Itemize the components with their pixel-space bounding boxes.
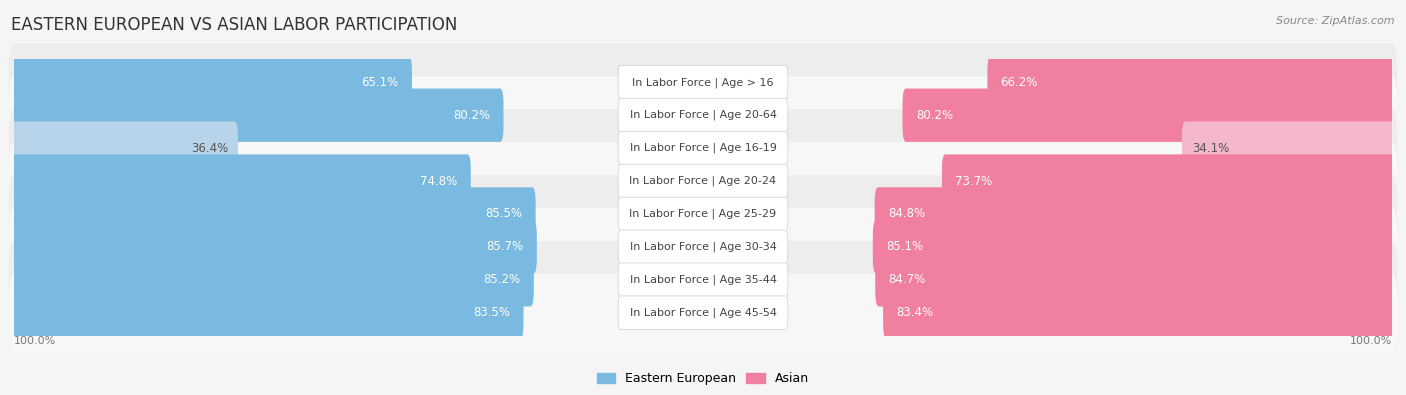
Text: 74.8%: 74.8%	[420, 175, 457, 188]
FancyBboxPatch shape	[11, 121, 238, 175]
FancyBboxPatch shape	[8, 43, 1398, 121]
FancyBboxPatch shape	[11, 154, 471, 208]
FancyBboxPatch shape	[619, 66, 787, 99]
Text: 80.2%: 80.2%	[915, 109, 953, 122]
FancyBboxPatch shape	[11, 220, 537, 273]
Text: 80.2%: 80.2%	[453, 109, 491, 122]
FancyBboxPatch shape	[11, 187, 536, 241]
Text: 84.7%: 84.7%	[889, 273, 925, 286]
Text: In Labor Force | Age 20-24: In Labor Force | Age 20-24	[630, 176, 776, 186]
FancyBboxPatch shape	[903, 88, 1395, 142]
Text: 36.4%: 36.4%	[191, 142, 228, 154]
Text: In Labor Force | Age 45-54: In Labor Force | Age 45-54	[630, 307, 776, 318]
FancyBboxPatch shape	[873, 220, 1395, 273]
Text: 34.1%: 34.1%	[1192, 142, 1229, 154]
FancyBboxPatch shape	[8, 109, 1398, 187]
Text: In Labor Force | Age 20-64: In Labor Force | Age 20-64	[630, 110, 776, 120]
FancyBboxPatch shape	[875, 187, 1395, 241]
FancyBboxPatch shape	[8, 208, 1398, 286]
FancyBboxPatch shape	[8, 76, 1398, 154]
FancyBboxPatch shape	[11, 286, 523, 339]
Text: In Labor Force | Age 30-34: In Labor Force | Age 30-34	[630, 242, 776, 252]
Text: In Labor Force | Age 25-29: In Labor Force | Age 25-29	[630, 209, 776, 219]
Text: 100.0%: 100.0%	[1350, 336, 1392, 346]
FancyBboxPatch shape	[619, 197, 787, 231]
FancyBboxPatch shape	[1182, 121, 1395, 175]
Text: 85.7%: 85.7%	[486, 241, 523, 253]
Text: 83.4%: 83.4%	[897, 306, 934, 319]
Text: In Labor Force | Age > 16: In Labor Force | Age > 16	[633, 77, 773, 88]
Text: EASTERN EUROPEAN VS ASIAN LABOR PARTICIPATION: EASTERN EUROPEAN VS ASIAN LABOR PARTICIP…	[11, 16, 457, 34]
FancyBboxPatch shape	[987, 56, 1395, 109]
Text: Source: ZipAtlas.com: Source: ZipAtlas.com	[1277, 16, 1395, 26]
FancyBboxPatch shape	[8, 274, 1398, 352]
Text: 65.1%: 65.1%	[361, 76, 399, 89]
Text: 66.2%: 66.2%	[1001, 76, 1038, 89]
FancyBboxPatch shape	[11, 253, 534, 307]
FancyBboxPatch shape	[8, 241, 1398, 319]
Text: In Labor Force | Age 35-44: In Labor Force | Age 35-44	[630, 275, 776, 285]
Text: 85.1%: 85.1%	[886, 241, 924, 253]
FancyBboxPatch shape	[11, 88, 503, 142]
FancyBboxPatch shape	[619, 230, 787, 264]
Text: 84.8%: 84.8%	[887, 207, 925, 220]
Text: 100.0%: 100.0%	[14, 336, 56, 346]
FancyBboxPatch shape	[619, 296, 787, 329]
FancyBboxPatch shape	[619, 132, 787, 165]
FancyBboxPatch shape	[8, 142, 1398, 220]
FancyBboxPatch shape	[619, 164, 787, 198]
FancyBboxPatch shape	[619, 263, 787, 297]
FancyBboxPatch shape	[942, 154, 1395, 208]
FancyBboxPatch shape	[8, 175, 1398, 253]
FancyBboxPatch shape	[619, 98, 787, 132]
Legend: Eastern European, Asian: Eastern European, Asian	[592, 367, 814, 390]
Text: 83.5%: 83.5%	[474, 306, 510, 319]
Text: In Labor Force | Age 16-19: In Labor Force | Age 16-19	[630, 143, 776, 153]
FancyBboxPatch shape	[11, 56, 412, 109]
Text: 85.5%: 85.5%	[485, 207, 523, 220]
Text: 73.7%: 73.7%	[955, 175, 993, 188]
Text: 85.2%: 85.2%	[484, 273, 520, 286]
FancyBboxPatch shape	[883, 286, 1395, 339]
FancyBboxPatch shape	[875, 253, 1395, 307]
